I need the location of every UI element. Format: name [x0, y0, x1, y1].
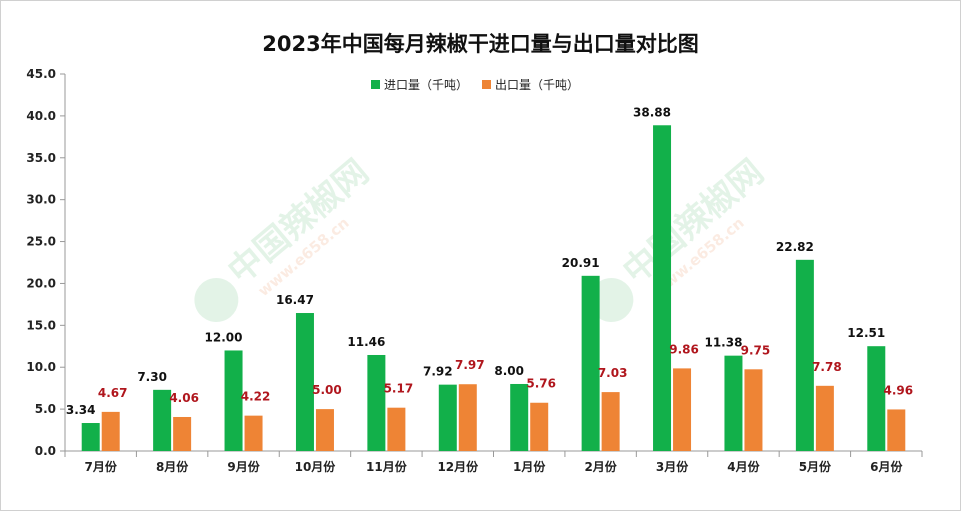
bars-group — [81, 125, 906, 451]
bar-import — [367, 354, 386, 451]
labels-group: 3.344.67 7.304.06 12.00 4.22 16.47 5.00 11.46 5… — [66, 105, 913, 417]
bar-import — [153, 389, 172, 451]
legend-label-export: 出口量（千吨） — [495, 78, 580, 92]
legend-item-import: 进口量（千吨） — [371, 76, 468, 93]
data-label-import: 22.82 — [776, 240, 814, 254]
x-tick-label: 10月份 — [295, 459, 337, 474]
data-label-export: 5.76 — [526, 377, 556, 391]
data-label-export: 9.75 — [741, 343, 771, 357]
bar-export — [887, 409, 906, 451]
x-tick-label: 3月份 — [656, 459, 689, 474]
data-label-import: 11.46 — [347, 335, 385, 349]
bar-import — [295, 313, 314, 451]
y-tick-label: 15.0 — [26, 318, 56, 332]
x-tick-label: 6月份 — [870, 459, 903, 474]
watermark-logo — [194, 277, 239, 322]
bar-import — [224, 350, 243, 451]
bar-export — [815, 385, 834, 451]
data-label-import: 12.51 — [847, 326, 885, 340]
data-label-export: 7.78 — [812, 360, 842, 374]
bar-import — [581, 275, 600, 451]
data-label-export: 4.06 — [169, 391, 199, 405]
bar-export — [673, 368, 692, 451]
data-label-import: 12.00 — [205, 330, 243, 344]
data-label-export: 9.86 — [669, 342, 699, 356]
chart-title: 2023年中国每月辣椒干进口量与出口量对比图 — [262, 32, 699, 56]
y-tick-label: 20.0 — [26, 276, 56, 290]
legend-label-import: 进口量（千吨） — [384, 78, 469, 92]
x-tick-label: 2月份 — [584, 459, 617, 474]
legend-swatch-export — [482, 80, 492, 89]
data-label-import: 20.91 — [562, 256, 600, 270]
watermark-logo — [589, 277, 634, 322]
data-label-export: 4.96 — [883, 383, 913, 397]
bar-import — [724, 355, 743, 451]
y-tick-label: 35.0 — [26, 151, 56, 165]
x-tick-label: 9月份 — [227, 459, 260, 474]
axes-group: 0.0 5.0 10.0 15.0 20.0 25.0 30.0 35.0 40.0 45.0 7月… — [26, 67, 923, 474]
data-label-export: 7.97 — [455, 358, 485, 372]
bar-export — [244, 415, 263, 451]
data-label-export: 4.22 — [241, 390, 271, 404]
bar-import — [438, 384, 457, 451]
x-tick-label: 8月份 — [156, 459, 189, 474]
data-label-import: 8.00 — [494, 364, 524, 378]
y-tick-label: 5.0 — [35, 402, 56, 416]
x-tick-label: 4月份 — [727, 459, 760, 474]
x-tick-label: 12月份 — [437, 459, 479, 474]
data-label-import: 7.92 — [423, 365, 453, 379]
bar-export — [101, 411, 120, 451]
y-tick-label: 45.0 — [26, 67, 56, 81]
chart-legend: 进口量（千吨） 出口量（千吨） — [371, 76, 579, 93]
x-tick-label: 1月份 — [513, 459, 546, 474]
bar-export — [530, 402, 549, 451]
bar-import — [653, 125, 672, 451]
x-tick-label: 5月份 — [799, 459, 832, 474]
bar-export — [744, 369, 763, 451]
bar-export — [173, 416, 192, 451]
data-label-export: 4.67 — [98, 386, 128, 400]
data-label-import: 11.38 — [704, 336, 742, 350]
bar-import — [510, 383, 529, 451]
legend-swatch-import — [371, 80, 380, 89]
y-tick-label: 0.0 — [35, 444, 56, 458]
x-tick-label: 11月份 — [366, 459, 408, 474]
bar-import — [867, 346, 886, 451]
bar-import — [81, 423, 100, 451]
bar-import — [795, 259, 814, 451]
y-tick-label: 40.0 — [26, 109, 56, 123]
data-label-export: 5.00 — [312, 383, 342, 397]
bar-export — [458, 384, 477, 451]
data-label-import: 16.47 — [276, 293, 314, 307]
y-tick-label: 10.0 — [26, 360, 56, 374]
data-label-export: 5.17 — [384, 382, 414, 396]
legend-item-export: 出口量（千吨） — [482, 76, 579, 93]
data-label-import: 7.30 — [137, 370, 167, 384]
x-tick-label: 7月份 — [85, 459, 118, 474]
bar-export — [315, 409, 334, 451]
bar-export — [387, 407, 406, 451]
bar-export — [601, 392, 620, 451]
data-label-export: 7.03 — [598, 366, 628, 380]
data-label-import: 3.34 — [66, 403, 96, 417]
y-tick-label: 25.0 — [26, 235, 56, 249]
y-tick-label: 30.0 — [26, 193, 56, 207]
data-label-import: 38.88 — [633, 105, 671, 119]
